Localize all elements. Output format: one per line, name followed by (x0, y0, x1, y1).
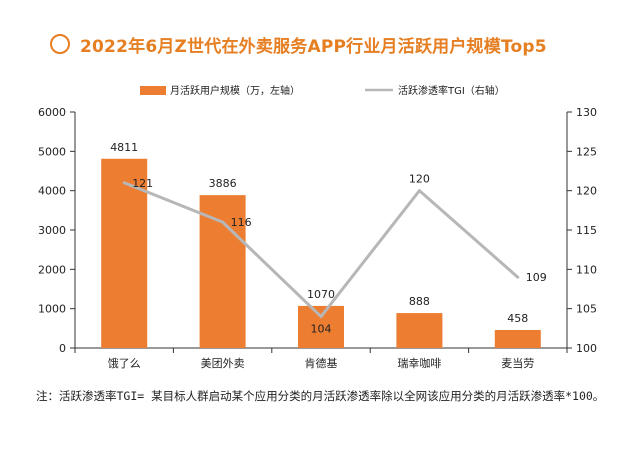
chart-title: 2022年6月Z世代在外卖服务APP行业月活跃用户规模Top5 (80, 36, 547, 57)
right-axis-tick-label: 130 (576, 106, 597, 119)
tgi-point (221, 220, 225, 224)
tgi-value-label: 109 (526, 271, 547, 284)
tgi-value-label: 116 (231, 216, 252, 229)
left-axis-tick-label: 3000 (38, 224, 66, 237)
x-axis-category-label: 瑞幸咖啡 (397, 356, 441, 370)
right-axis-tick-label: 105 (576, 303, 597, 316)
left-axis-tick-label: 5000 (38, 145, 66, 158)
left-axis-tick-label: 1000 (38, 303, 66, 316)
x-axis-category-label: 麦当劳 (501, 356, 534, 370)
bar (396, 313, 443, 348)
bar-value-label: 458 (507, 312, 528, 325)
legend-label-line: 活跃渗透率TGI（右轴） (398, 84, 505, 97)
left-axis-tick-label: 4000 (38, 185, 66, 198)
tgi-value-label: 120 (409, 173, 430, 186)
bar-value-label: 888 (409, 295, 430, 308)
left-axis-tick-label: 0 (59, 342, 66, 355)
tgi-value-label: 121 (132, 177, 153, 190)
bar-value-label: 3886 (209, 177, 237, 190)
combo-chart: 月活跃用户规模（万，左轴） 活跃渗透率TGI（右轴） 0 1000 2000 3000 40… (38, 84, 597, 370)
bar (494, 329, 541, 348)
tgi-point (516, 275, 520, 279)
right-axis-tick-label: 115 (576, 224, 597, 237)
left-axis-tick-label: 2000 (38, 263, 66, 276)
left-axis-tick-label: 6000 (38, 106, 66, 119)
chart-title-row: 2022年6月Z世代在外卖服务APP行业月活跃用户规模Top5 (50, 30, 547, 58)
right-axis-tick-label: 120 (576, 185, 597, 198)
title-circle-icon (50, 34, 70, 54)
footnote: 注：活跃渗透率TGI= 某目标人群启动某个应用分类的月活跃渗透率除以全网该应用分… (36, 389, 605, 403)
bar-value-label: 4811 (110, 141, 138, 154)
tgi-point (417, 189, 421, 193)
right-axis-tick-label: 125 (576, 145, 597, 158)
legend-label-bar: 月活跃用户规模（万，左轴） (170, 84, 300, 97)
bar (298, 305, 344, 348)
right-axis-tick-label: 100 (576, 342, 597, 355)
tgi-point (319, 315, 323, 319)
legend-swatch-bar (140, 86, 166, 95)
right-axis-tick-label: 110 (576, 263, 597, 276)
tgi-point (122, 181, 126, 185)
x-axis-category-label: 肯德基 (305, 356, 338, 370)
bar-value-label: 1070 (307, 288, 335, 301)
x-axis-category-label: 美团外卖 (201, 357, 245, 370)
tgi-value-label: 104 (311, 323, 332, 336)
x-axis-category-label: 饿了么 (108, 356, 141, 370)
